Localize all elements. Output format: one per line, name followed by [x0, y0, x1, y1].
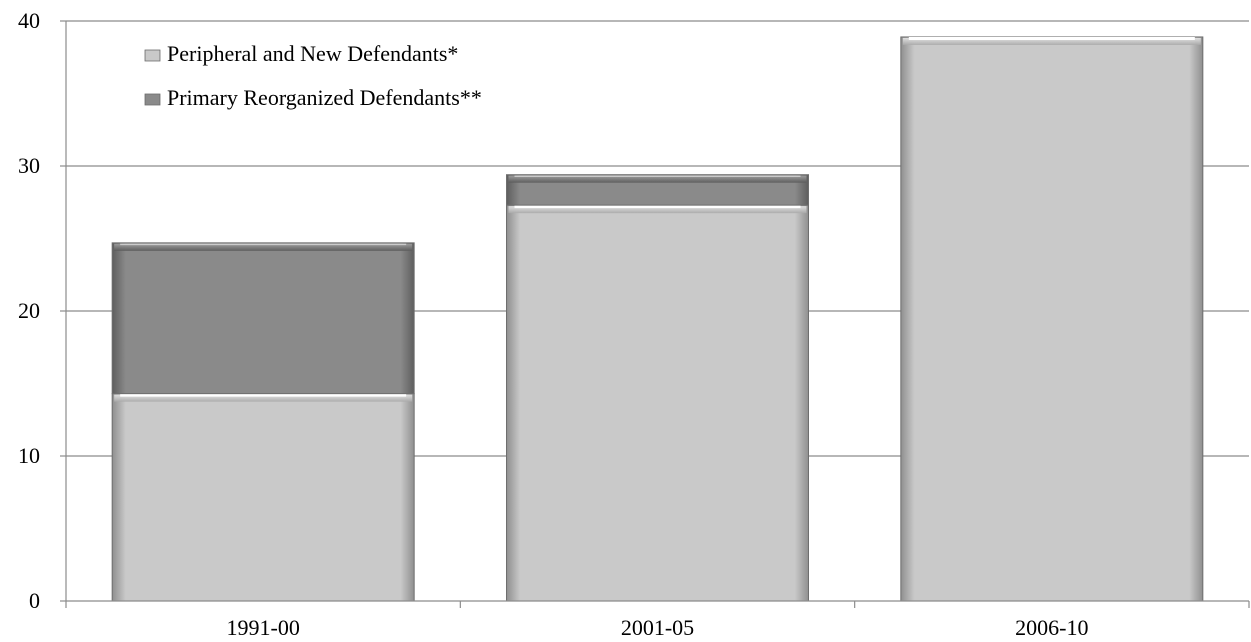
x-tick-label: 2006-10	[1015, 615, 1088, 640]
bar-bevel	[902, 37, 1201, 45]
bar-bevel	[508, 175, 807, 183]
bar-segment-peripheral-new	[506, 204, 809, 602]
tick-labels: 0 10 20 30 40 1991-00 2001-05 2006-10	[18, 8, 1088, 640]
y-tick-label: 10	[18, 443, 40, 468]
bar-bevel	[114, 394, 413, 402]
legend: Peripheral and New Defendants* Primary Re…	[144, 41, 482, 110]
axes	[60, 20, 1250, 608]
bar-bevel	[508, 206, 807, 214]
bar-segment-peripheral-new	[900, 36, 1204, 602]
y-tick-label: 30	[18, 153, 40, 178]
legend-label: Primary Reorganized Defendants**	[167, 85, 482, 110]
x-tick-label: 2001-05	[621, 615, 694, 640]
x-tick-label: 1991-00	[227, 615, 300, 640]
bars	[111, 36, 1204, 602]
legend-swatch-primary-reorganized	[144, 93, 161, 106]
bar-segment-peripheral-new	[111, 393, 415, 602]
bar-segment-primary-reorganized	[111, 242, 415, 395]
y-tick-label: 20	[18, 298, 40, 323]
legend-label: Peripheral and New Defendants*	[167, 41, 458, 66]
bar-bevel	[114, 243, 413, 251]
y-tick-label: 40	[18, 8, 40, 33]
legend-swatch-peripheral-new	[144, 49, 161, 62]
y-tick-label: 0	[29, 588, 40, 613]
